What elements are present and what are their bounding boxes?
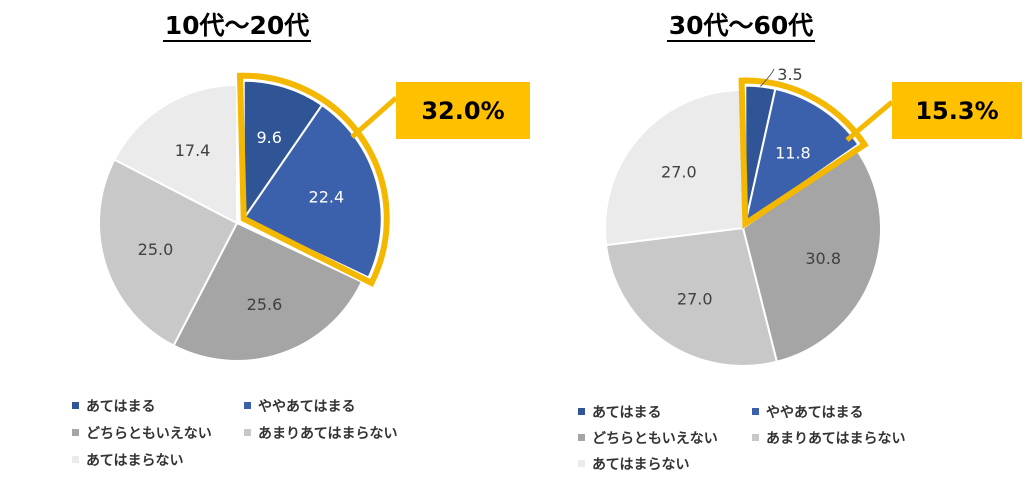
legend-label: あてはまる: [86, 399, 155, 415]
legend-swatch: [72, 456, 79, 463]
data-label: 25.6: [247, 295, 283, 314]
data-label: 11.8: [775, 143, 811, 162]
legend-swatch: [244, 402, 251, 409]
data-label: 17.4: [175, 141, 211, 160]
callout-value: 32.0%: [421, 97, 504, 125]
data-label: 3.5: [777, 65, 802, 84]
legend-swatch: [752, 434, 759, 441]
callout-value: 15.3%: [915, 97, 998, 125]
legend-swatch: [752, 408, 759, 415]
data-label: 27.0: [661, 162, 697, 181]
data-label: 30.8: [805, 249, 841, 268]
legend-label: ややあてはまる: [258, 399, 355, 415]
legend-label: あまりあてはまらない: [258, 426, 397, 442]
data-label: 22.4: [309, 187, 345, 206]
callout-connector: [845, 100, 894, 142]
callout: 15.3%: [892, 82, 1022, 139]
legend-label: あてはまらない: [592, 457, 689, 473]
highlight-outline: [738, 77, 869, 230]
legend-label: あてはまらない: [86, 453, 183, 469]
data-label: 9.6: [256, 128, 281, 147]
legend-swatch: [244, 429, 251, 436]
highlight-outline: [236, 72, 390, 287]
legend-swatch: [578, 408, 585, 415]
pie-slice: [604, 88, 744, 247]
data-label: 25.0: [138, 240, 174, 259]
pie-chart-30s-60s: 30代～60代 3.5 11.8 30.8 27.0 27.0 15.3% あてはまる や…: [578, 11, 1022, 473]
callout: 32.0%: [396, 82, 530, 139]
legend-label: あてはまる: [592, 405, 661, 421]
pie-slice: [172, 221, 364, 362]
legend-swatch: [72, 402, 79, 409]
chart-title: 10代～20代: [165, 11, 310, 40]
pie-slice: [242, 79, 324, 222]
legend-label: どちらともいえない: [86, 426, 212, 442]
label-leader-line: [760, 68, 775, 87]
pie-slice: [604, 226, 779, 367]
legend-label: ややあてはまる: [766, 405, 863, 421]
data-label: 27.0: [677, 290, 713, 309]
legend-swatch: [72, 429, 79, 436]
legend-label: どちらともいえない: [592, 431, 718, 447]
callout-connector: [350, 96, 398, 139]
callout-box: [892, 82, 1022, 139]
pie-slice: [113, 83, 238, 225]
legend-label: あまりあてはまらない: [766, 431, 905, 447]
chart-title: 30代～60代: [669, 11, 814, 40]
legend-swatch: [578, 460, 585, 467]
pie-slice: [743, 87, 860, 226]
pie-slice: [741, 147, 882, 363]
legend-swatch: [578, 434, 585, 441]
pie-chart-10s-20s: 10代～20代 9.6 22.4 25.6 25.0 17.4 32.0% あてはまる や…: [72, 11, 530, 469]
callout-box: [396, 82, 530, 139]
